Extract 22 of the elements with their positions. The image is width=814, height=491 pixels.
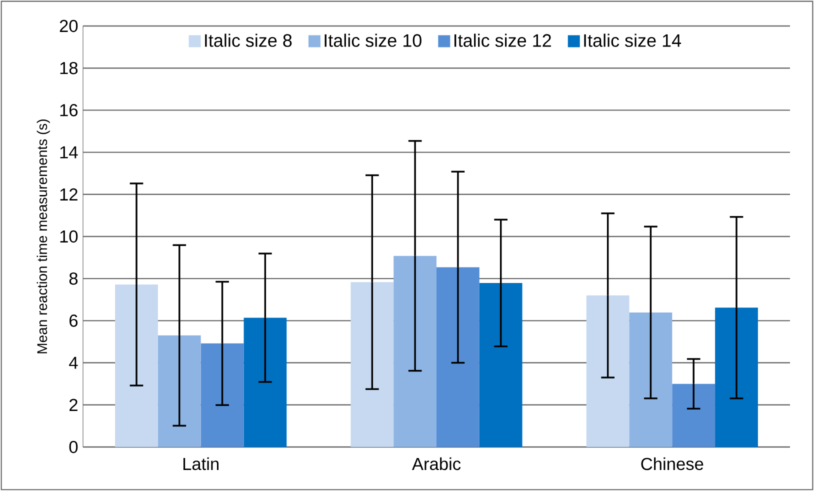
- bar: [479, 283, 522, 447]
- legend-label: Italic size 14: [584, 34, 682, 47]
- x-tick-label: Latin: [183, 457, 218, 470]
- y-tick-label: 16: [60, 104, 78, 116]
- y-tick-label: 10: [60, 230, 78, 243]
- y-tick-label: 8: [69, 272, 78, 285]
- y-tick-label: 20: [60, 20, 78, 32]
- bar: [672, 384, 716, 447]
- y-tick-label: 12: [60, 188, 78, 200]
- y-tick-label: 2: [70, 398, 78, 411]
- y-tick-label: 4: [69, 356, 78, 369]
- y-tick-label: 6: [70, 314, 78, 327]
- y-tick-label: 18: [60, 62, 78, 74]
- y-tick-label: 0: [69, 440, 78, 454]
- x-tick-label: Chinese: [641, 457, 704, 470]
- legend-label: Italic size 10: [324, 34, 422, 47]
- legend-label: Italic size 12: [454, 34, 551, 47]
- x-tick-label: Arabic: [412, 457, 461, 470]
- y-tick-label: 14: [60, 146, 78, 158]
- bar: [244, 318, 287, 447]
- y-axis-title: Mean reaction time measurements (s): [36, 120, 50, 354]
- legend-label: Italic size 8: [205, 34, 292, 47]
